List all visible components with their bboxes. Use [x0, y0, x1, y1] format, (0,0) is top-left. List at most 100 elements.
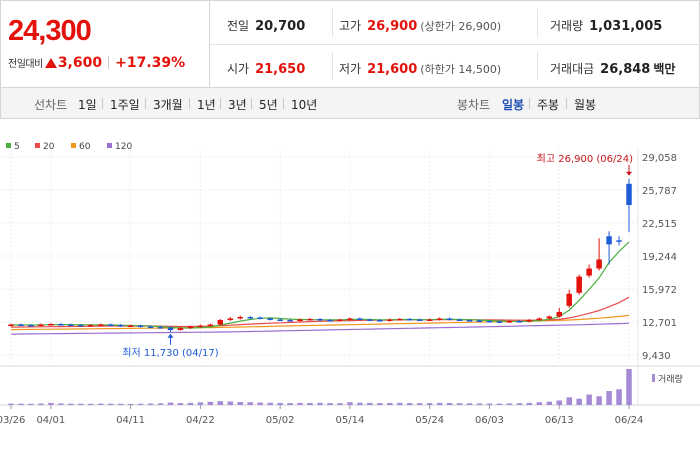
candle-body [137, 325, 144, 328]
period-5y[interactable]: 5년 [259, 98, 278, 112]
volume-bar [117, 403, 124, 405]
candle-body [38, 324, 44, 327]
stat-label: 거래량 [550, 19, 584, 33]
candle-body [337, 319, 343, 321]
candle-body [436, 318, 443, 320]
volume-bar [227, 401, 234, 405]
divider [102, 98, 103, 109]
y-tick-label: 25,787 [642, 186, 677, 197]
volume-bar [576, 398, 582, 405]
volume-bar [536, 402, 543, 405]
current-price: 24,300 [8, 15, 92, 47]
candle-body [48, 324, 54, 326]
volume-bar [596, 396, 602, 405]
stat-high: 고가 26,900 (상한가 26,900) [339, 17, 501, 34]
volume-bar [177, 403, 184, 405]
volume-bar [187, 402, 194, 405]
volume-bar [277, 402, 283, 405]
candle-body [606, 236, 612, 245]
volume-bar [526, 402, 533, 405]
y-tick-label: 29,058 [642, 153, 677, 164]
volume-bar [357, 402, 363, 405]
candle-body [466, 319, 473, 322]
candle-body [596, 259, 602, 269]
legend-item: 120 [115, 142, 132, 152]
candle-body [127, 325, 134, 328]
divider [189, 98, 190, 109]
candle-weekly[interactable]: 주봉 [537, 98, 560, 112]
divider [529, 98, 530, 109]
stat-label: 전일 [227, 19, 250, 33]
stock-chart[interactable]: 5 20 60 120 최고 26,900 (06/24) 최저 11,730 (04/… [0, 119, 700, 450]
stat-value: 26,848 [600, 62, 651, 77]
candle-body [586, 268, 592, 276]
stat-open: 시가 21,650 [227, 60, 305, 77]
volume-bar [377, 403, 383, 405]
volume-legend-swatch [652, 374, 655, 382]
volume-bar [466, 403, 473, 405]
candle-daily[interactable]: 일봉 [502, 98, 525, 112]
candle-monthly[interactable]: 월봉 [574, 98, 597, 112]
candle-body [387, 319, 393, 321]
change-row: 전일대비 3,600 +17.39% [8, 55, 185, 71]
volume-bar [87, 403, 94, 405]
divider [537, 9, 538, 37]
legend-item: 20 [43, 142, 55, 152]
y-tick-label: 12,701 [642, 318, 677, 329]
change-rate: +17.39% [115, 55, 186, 71]
volume-bar [506, 403, 513, 405]
candle-body [377, 319, 383, 322]
volume-bar [397, 402, 403, 405]
stat-label: 고가 [339, 19, 362, 33]
candle-body [257, 317, 263, 319]
divider [332, 9, 333, 37]
period-3m[interactable]: 3개월 [153, 98, 183, 112]
stat-value: 21,600 [367, 62, 418, 77]
stat-value: 1,031,005 [589, 19, 663, 34]
candle-body [516, 321, 523, 323]
candle-body [287, 319, 293, 322]
y-tick-label: 22,515 [642, 219, 677, 230]
candle-body [446, 318, 453, 320]
volume-label: 거래량 [658, 373, 683, 385]
stat-value: 26,900 [367, 19, 418, 34]
period-3y[interactable]: 3년 [228, 98, 247, 112]
divider [537, 52, 538, 80]
period-1w[interactable]: 1주일 [110, 98, 140, 112]
candle-body [496, 321, 503, 324]
price-box: 24,300 전일대비 3,600 +17.39% [1, 1, 210, 87]
volume-bar [18, 403, 24, 405]
candle-body [536, 318, 543, 320]
stat-label: 저가 [339, 62, 362, 76]
x-tick-label: 05/02 [266, 415, 295, 426]
high-annotation: 최고 26,900 (06/24) [537, 153, 633, 165]
candle-body [87, 325, 94, 327]
volume-bar [287, 403, 293, 405]
up-triangle-icon [44, 58, 57, 68]
volume-bar [337, 403, 343, 405]
ma5-line [10, 241, 630, 329]
candle-body [167, 327, 174, 331]
volume-bar [217, 401, 224, 405]
chart-canvas: 5 20 60 120 최고 26,900 (06/24) 최저 11,730 (04/… [0, 142, 700, 426]
candle-body [327, 319, 333, 322]
candle-body [227, 318, 234, 320]
candle-body [426, 319, 433, 321]
candle-body [357, 318, 363, 320]
period-10y[interactable]: 10년 [291, 98, 318, 112]
volume-bar [486, 403, 493, 405]
candle-body [347, 318, 353, 320]
period-1y[interactable]: 1년 [197, 98, 216, 112]
candle-body [177, 328, 184, 331]
low-annotation: 최저 11,730 (04/17) [122, 347, 218, 359]
candle-body [28, 325, 34, 327]
stat-value: 21,650 [255, 62, 306, 77]
candle-body [566, 293, 572, 306]
volume-bar [247, 402, 253, 405]
volume-bar [327, 403, 333, 405]
candle-body [207, 324, 214, 327]
volume-bar [436, 402, 443, 405]
candle-body [367, 319, 373, 321]
period-1d[interactable]: 1일 [78, 98, 97, 112]
volume-bar [606, 391, 612, 405]
